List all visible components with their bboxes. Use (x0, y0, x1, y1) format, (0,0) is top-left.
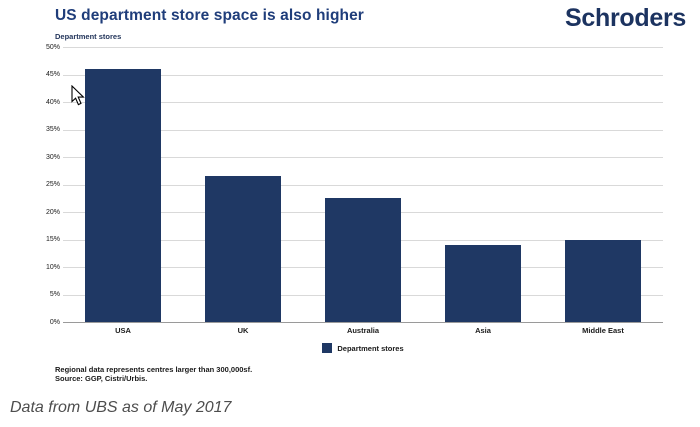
y-tick-label-50: 50% (45, 43, 60, 51)
y-tick-label-35: 35% (45, 126, 60, 133)
footnote-line-1: Regional data represents centres larger … (55, 365, 253, 374)
y-tick-label-30: 30% (45, 153, 60, 161)
x-axis-tick-labels: USA UK Australia Asia Middle East (63, 326, 663, 335)
bar-slot-usa (63, 47, 183, 322)
bar-slot-asia (423, 47, 543, 322)
bar-uk (204, 176, 282, 322)
y-tick-label-40: 40% (45, 98, 60, 106)
mouse-cursor-icon (71, 85, 85, 106)
bar-slot-uk (183, 47, 303, 322)
x-tick-label-australia: Australia (346, 326, 380, 335)
gridline-35 (63, 129, 663, 131)
y-tick-label-15: 15% (45, 236, 60, 243)
chart-title: US department store space is also higher (55, 7, 364, 24)
y-axis-title: Department stores (55, 32, 122, 41)
gridline-0 (63, 322, 663, 323)
gridline-50 (63, 47, 663, 48)
bar-asia (444, 245, 522, 322)
x-tick-label-asia: Asia (475, 326, 491, 335)
y-tick-label-0: 0% (49, 318, 60, 326)
y-tick-label-20: 20% (45, 208, 60, 216)
bar-slot-middle-east (543, 47, 663, 322)
bar-australia (324, 198, 402, 322)
source-caption: Data from UBS as of May 2017 (10, 399, 232, 416)
schroders-logo: Schroders (565, 4, 686, 32)
bar-usa (84, 69, 162, 322)
bar-middle-east (564, 239, 642, 322)
x-tick-label-middle-east: Middle East (582, 326, 624, 335)
gridline-25 (63, 184, 663, 186)
gridline-40 (63, 102, 663, 103)
bar-slot-australia (303, 47, 423, 322)
y-tick-label-45: 45% (45, 71, 60, 78)
gridline-45 (63, 74, 663, 76)
gridline-30 (63, 157, 663, 158)
legend: Department stores (63, 343, 663, 353)
x-tick-label-uk: UK (237, 326, 249, 335)
x-tick-label-usa: USA (115, 326, 131, 335)
y-tick-label-5: 5% (49, 291, 60, 298)
legend-swatch-icon (322, 343, 333, 353)
y-tick-label-25: 25% (45, 181, 60, 188)
footnote: Regional data represents centres larger … (55, 365, 252, 383)
bar-series (63, 47, 663, 322)
footnote-line-2: Source: GGP, Cistri/Urbis. (55, 374, 148, 383)
y-tick-label-10: 10% (45, 263, 60, 271)
legend-label: Department stores (337, 343, 404, 353)
plot-area (63, 47, 663, 323)
